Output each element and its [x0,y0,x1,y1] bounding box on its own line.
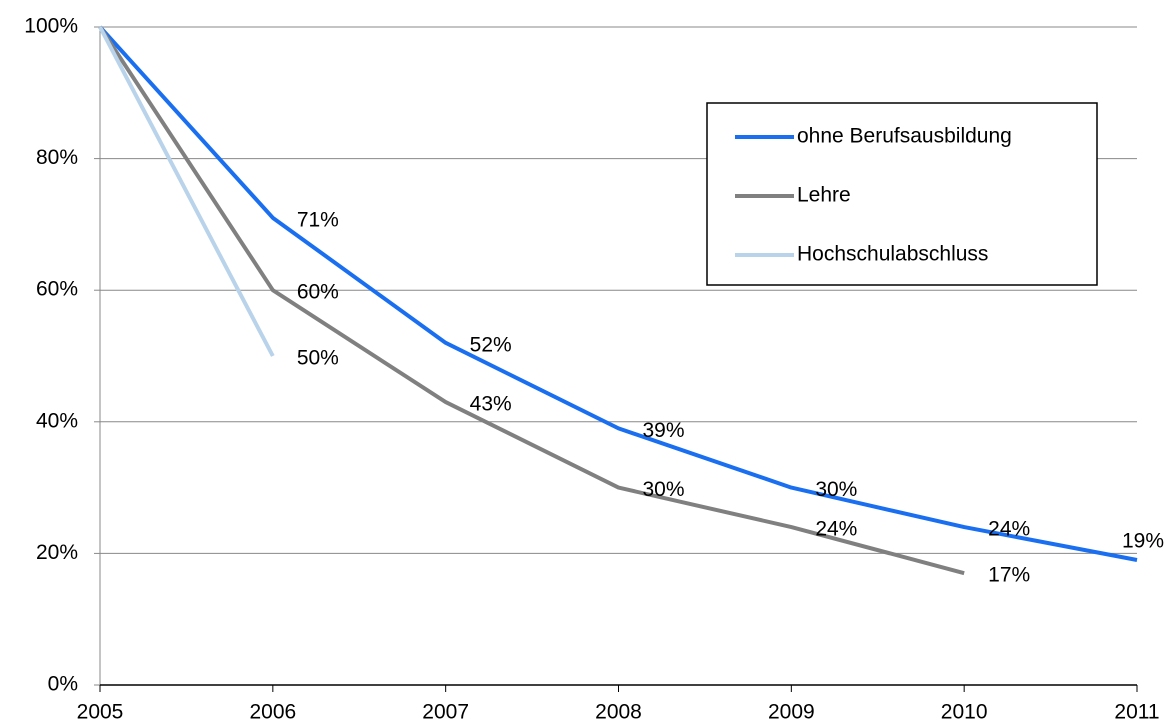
data-label: 30% [643,478,685,501]
data-label: 52% [470,333,512,356]
series-line [98,25,965,576]
data-label: 50% [297,347,339,370]
x-tick-label: 2010 [941,701,988,724]
series-line [98,26,275,357]
data-label: 43% [470,393,512,416]
series-line [98,25,1138,562]
x-tick-label: 2006 [249,701,296,724]
data-label: 71% [297,208,339,231]
legend-label: Hochschulabschluss [797,243,988,266]
data-label: 24% [988,518,1030,541]
y-tick-label: 100% [24,15,78,38]
y-tick-label: 80% [36,146,78,169]
data-label: 30% [815,478,857,501]
x-tick-label: 2007 [422,701,469,724]
legend-label: ohne Berufsausbildung [797,125,1012,148]
data-label: 19% [1122,530,1164,553]
legend-label: Lehre [797,184,851,207]
data-label: 24% [815,518,857,541]
y-tick-label: 0% [48,673,78,696]
x-tick-label: 2005 [77,701,124,724]
data-label: 39% [643,419,685,442]
data-label: 60% [297,281,339,304]
x-tick-label: 2009 [768,701,815,724]
y-tick-label: 20% [36,541,78,564]
y-tick-label: 40% [36,409,78,432]
x-tick-label: 2011 [1114,701,1159,724]
data-label: 17% [988,564,1030,587]
x-tick-label: 2008 [595,701,642,724]
y-tick-label: 60% [36,278,78,301]
